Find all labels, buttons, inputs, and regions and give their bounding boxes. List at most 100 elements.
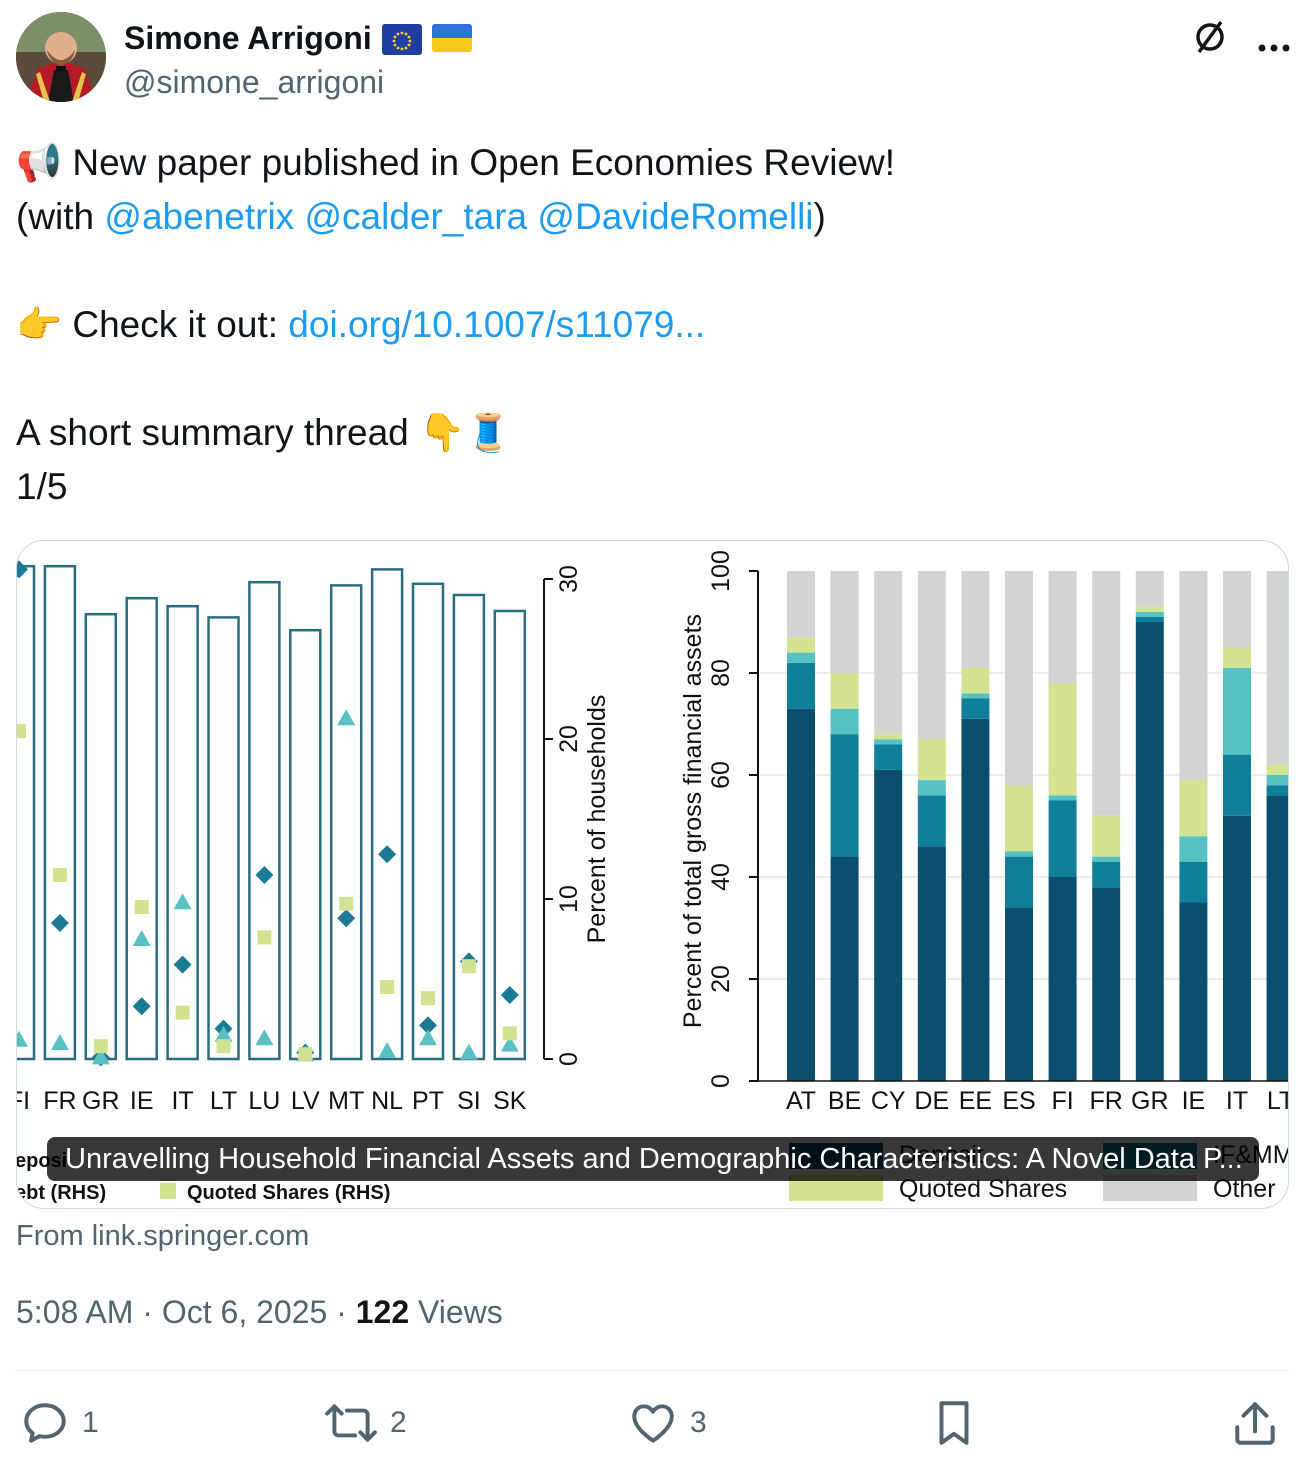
- x-tick-label: IT: [171, 1087, 193, 1115]
- stacked-bar-segment: [1179, 902, 1208, 1081]
- stacked-bar-segment: [787, 662, 815, 709]
- more-options-icon[interactable]: [1257, 22, 1291, 62]
- stacked-bar-segment: [961, 571, 990, 668]
- stacked-bar-segment: [874, 734, 903, 740]
- data-point-square: [216, 1039, 231, 1054]
- tweet-line-5: 1/5: [16, 466, 68, 507]
- stacked-bar-segment: [917, 571, 946, 740]
- stacked-bar-segment: [1048, 800, 1077, 877]
- data-point-triangle: [214, 1026, 233, 1042]
- x-tick-label: LV: [291, 1087, 320, 1115]
- data-point-square: [175, 1005, 190, 1020]
- stacked-bar-segment: [787, 637, 815, 653]
- pointing-right-emoji: 👉: [16, 304, 63, 345]
- data-point-triangle: [500, 1035, 519, 1052]
- bar-outline: [84, 612, 118, 1061]
- data-point-triangle: [255, 1029, 274, 1046]
- y-tick-label: 60: [707, 761, 735, 789]
- card-source[interactable]: From link.springer.com: [16, 1220, 310, 1252]
- timestamp[interactable]: 5:08 AM · Oct 6, 2025 ·: [16, 1294, 356, 1330]
- stacked-bar-segment: [1223, 754, 1251, 816]
- stacked-bar-segment: [830, 708, 859, 735]
- y-tick-label: 80: [707, 659, 735, 687]
- x-tick-label: SK: [493, 1087, 527, 1115]
- stacked-bar-segment: [1266, 764, 1288, 775]
- data-point-diamond: [173, 955, 192, 974]
- x-tick-label: LU: [248, 1087, 280, 1115]
- bar-outline: [248, 580, 281, 1061]
- reply-button[interactable]: 1: [20, 1398, 99, 1448]
- x-tick-label: LT: [210, 1087, 237, 1115]
- stacked-bar-segment: [1092, 861, 1121, 888]
- stacked-bar-segment: [1135, 622, 1164, 1081]
- data-point-square: [298, 1047, 313, 1062]
- tweet-line-1: New paper published in Open Economies Re…: [62, 142, 896, 183]
- data-point-square: [17, 724, 26, 738]
- repost-count: 2: [390, 1406, 407, 1439]
- bookmark-button[interactable]: [932, 1398, 976, 1448]
- data-point-diamond: [419, 1016, 437, 1035]
- stacked-bar-segment: [1223, 815, 1251, 1081]
- bar-outline: [125, 596, 158, 1061]
- data-point-triangle: [91, 1048, 110, 1065]
- stacked-bar-segment: [1005, 785, 1033, 852]
- link-card[interactable]: FIFRGRIEITLTLULVMTNLPTSISK0102030Percent…: [16, 540, 1289, 1209]
- y-tick-label: 20: [707, 965, 735, 993]
- data-point-triangle: [132, 930, 151, 946]
- data-point-triangle: [459, 1043, 478, 1060]
- repost-button[interactable]: 2: [324, 1398, 407, 1448]
- author-display-name[interactable]: Simone Arrigoni: [124, 18, 472, 58]
- x-tick-label: GR: [1131, 1087, 1169, 1115]
- stacked-bar-segment: [1266, 571, 1288, 765]
- bar-outline: [493, 609, 527, 1061]
- views-label: Views: [409, 1294, 503, 1330]
- data-point-square: [502, 1026, 517, 1041]
- stacked-bar-segment: [917, 780, 946, 796]
- doi-link[interactable]: doi.org/10.1007/s11079...: [288, 304, 706, 345]
- data-point-diamond: [378, 845, 397, 864]
- data-point-square: [461, 959, 476, 974]
- like-button[interactable]: 3: [628, 1398, 707, 1448]
- x-tick-label: BE: [828, 1087, 861, 1115]
- stacked-bar-segment: [917, 795, 946, 847]
- data-point-square: [421, 991, 435, 1006]
- views-count: 122: [355, 1294, 410, 1330]
- x-tick-label: AT: [786, 1087, 816, 1115]
- x-tick-label: IE: [130, 1087, 154, 1115]
- x-tick-label: SI: [457, 1087, 481, 1115]
- thread-emoji: 👇🧵: [419, 412, 512, 453]
- bar-outline: [289, 628, 322, 1061]
- card-title[interactable]: Unravelling Household Financial Assets a…: [47, 1137, 1259, 1181]
- data-point-square: [93, 1039, 108, 1054]
- repost-icon: [325, 1404, 377, 1442]
- mention-link[interactable]: @DavideRomelli: [537, 196, 814, 237]
- legend-label: ebt (RHS): [17, 1182, 106, 1204]
- share-button[interactable]: [1232, 1398, 1278, 1448]
- data-point-square: [380, 980, 395, 994]
- author-handle[interactable]: @simone_arrigoni: [124, 64, 385, 100]
- mention-link[interactable]: @calder_tara: [304, 196, 528, 237]
- y-tick-label: 0: [707, 1074, 735, 1088]
- avatar[interactable]: [16, 12, 106, 102]
- tweet-line-2-suffix: ): [813, 196, 826, 237]
- data-point-triangle: [50, 1034, 69, 1050]
- card-image: FIFRGRIEITLTLULVMTNLPTSISK0102030Percent…: [17, 550, 1288, 1204]
- divider: [14, 1370, 1291, 1371]
- stacked-bar-segment: [1223, 667, 1251, 755]
- stacked-bar-segment: [1179, 571, 1208, 781]
- x-tick-label: MT: [328, 1087, 364, 1115]
- grok-icon[interactable]: [1191, 18, 1229, 65]
- header-actions: [1191, 18, 1291, 65]
- stacked-bar-segment: [1092, 815, 1121, 857]
- y-tick-label: 40: [707, 863, 735, 891]
- stacked-bar-segment: [1005, 907, 1033, 1081]
- stacked-bar-segment: [1005, 856, 1033, 908]
- tweet-line-2-prefix: (with: [16, 196, 105, 237]
- data-point-triangle: [419, 1029, 437, 1046]
- stacked-bar-segment: [1048, 683, 1077, 796]
- bar-outline: [43, 564, 77, 1061]
- mention-link[interactable]: @abenetrix: [104, 196, 295, 237]
- legend-swatch: [160, 1183, 176, 1199]
- like-count: 3: [690, 1406, 707, 1439]
- stacked-bar-segment: [917, 846, 946, 1081]
